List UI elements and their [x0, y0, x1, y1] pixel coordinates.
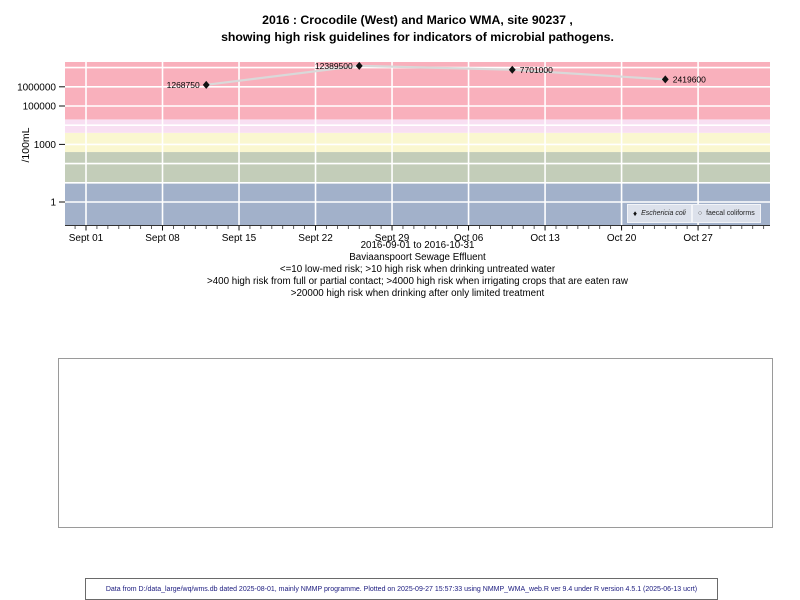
chart-title-line-1: 2016 : Crocodile (West) and Marico WMA, …	[262, 13, 573, 27]
footer-box: Data from D:/data_large/wq/wms.db dated …	[85, 578, 718, 600]
chart-legend: ♦ Eschericia coli ○ faecal coliforms	[627, 204, 761, 223]
y-tick-label: 1	[50, 198, 56, 209]
legend-item-ecoli: ♦ Eschericia coli	[627, 204, 692, 223]
x-tick-label: Sept 01	[69, 233, 104, 244]
y-tick-label: 1000000	[17, 82, 56, 93]
diamond-marker-icon: ♦	[633, 209, 638, 218]
series-line	[206, 64, 666, 86]
y-tick-label: 1000	[34, 140, 57, 151]
legend-label-ecoli: Eschericia coli	[641, 210, 686, 217]
risk-band	[65, 62, 770, 120]
empty-results-box	[58, 358, 773, 528]
data-point-label: 2419600	[673, 74, 706, 84]
risk-band	[65, 152, 770, 183]
caption-guideline-1: <=10 low-med risk; >10 high risk when dr…	[279, 264, 556, 275]
data-point-diamond	[202, 80, 210, 89]
data-point-diamond	[661, 75, 669, 84]
footer-note: Data from D:/data_large/wq/wms.db dated …	[105, 585, 698, 593]
risk-band	[65, 132, 770, 153]
caption-guideline-3: >20000 high risk when drinking after onl…	[290, 288, 545, 299]
caption-site-name: Baviaanspoort Sewage Effluent	[349, 252, 486, 263]
y-axis-label: /100mL	[20, 127, 32, 163]
data-point-label: 1268750	[167, 80, 200, 90]
x-tick-label: Oct 20	[607, 233, 637, 244]
x-tick-label: Oct 27	[683, 233, 713, 244]
x-tick-label: Oct 13	[530, 233, 560, 244]
circle-marker-icon: ○	[697, 210, 703, 217]
y-tick-label: 100000	[23, 102, 57, 113]
x-tick-label: Sept 29	[375, 233, 410, 244]
x-tick-label: Sept 22	[298, 233, 333, 244]
x-tick-label: Sept 08	[145, 233, 180, 244]
chart-title-line-2: showing high risk guidelines for indicat…	[221, 30, 614, 44]
data-point-diamond	[355, 61, 363, 70]
data-point-label: 12389500	[315, 61, 353, 71]
data-point-diamond	[508, 65, 516, 74]
chart-plot-area: Sept 01 Sept 08 Sept 15 Sept 22 Sept 29 Oct 0…	[17, 61, 770, 244]
caption-guideline-2: >400 high risk from full or partial cont…	[207, 276, 628, 287]
x-tick-label: Oct 06	[454, 233, 484, 244]
legend-label-faecal-coliforms: faecal coliforms	[706, 210, 755, 217]
caption-date-range: 2016-09-01 to 2016-10-31	[360, 240, 475, 251]
data-point-label: 7701000	[520, 65, 553, 75]
risk-band	[65, 119, 770, 133]
legend-item-faecal-coliforms: ○ faecal coliforms	[691, 204, 761, 223]
x-tick-label: Sept 15	[222, 233, 257, 244]
